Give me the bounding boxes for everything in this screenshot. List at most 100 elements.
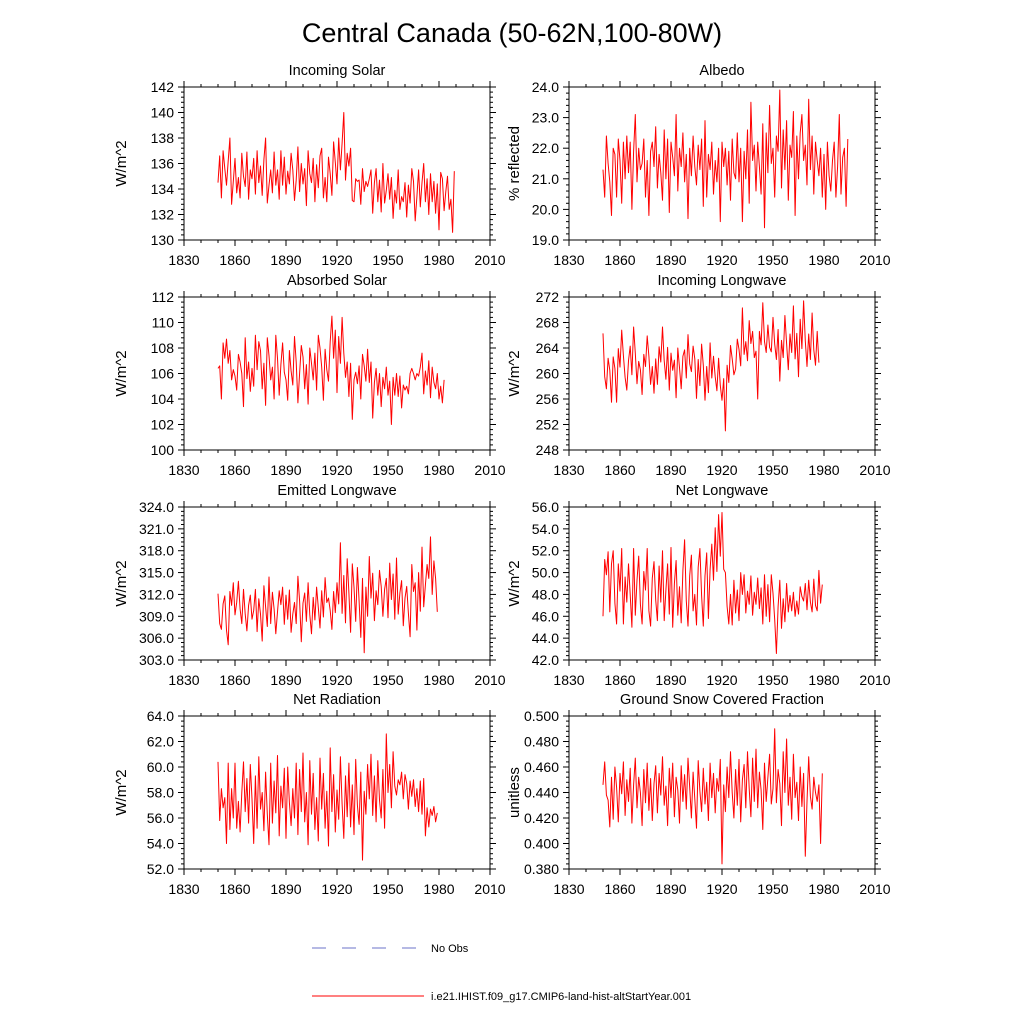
y-tick-label: 48.0	[532, 586, 559, 602]
panels: 130 132 134 136 138 140 142 1830 1860 1890 1920 195…	[113, 63, 891, 897]
series-line	[603, 729, 822, 864]
y-tick-label: 46.0	[532, 608, 559, 624]
x-tick-label: 2010	[474, 462, 505, 478]
y-tick-label: 52.0	[532, 543, 559, 559]
series-line	[218, 316, 444, 424]
x-tick-label: 1920	[321, 672, 352, 688]
y-tick-label: 44.0	[532, 630, 559, 646]
y-tick-label: 58.0	[147, 785, 174, 801]
y-tick-label: 248	[536, 442, 560, 458]
x-tick-label: 1830	[553, 881, 584, 897]
x-tick-label: 1860	[219, 672, 250, 688]
y-tick-label: 324.0	[139, 499, 174, 515]
x-tick-label: 1920	[706, 252, 737, 268]
x-tick-label: 1950	[372, 252, 403, 268]
legend: No Obs i.e21.IHIST.f09_g17.CMIP6-land-hi…	[312, 943, 691, 1003]
y-tick-label: 106	[151, 366, 175, 382]
y-tick-label: 100	[151, 442, 175, 458]
x-tick-label: 1890	[270, 252, 301, 268]
legend-label-no-obs: No Obs	[431, 943, 469, 955]
x-tick-label: 1860	[604, 672, 635, 688]
x-tick-label: 1890	[655, 252, 686, 268]
x-tick-label: 1920	[321, 881, 352, 897]
plot-frame	[184, 297, 490, 450]
y-axis-label: W/m^2	[506, 350, 523, 396]
y-tick-label: 102	[151, 417, 175, 433]
y-tick-label: 134	[151, 181, 175, 197]
y-tick-label: 23.0	[532, 110, 559, 126]
x-tick-label: 1950	[757, 672, 788, 688]
y-tick-label: 56.0	[532, 499, 559, 515]
y-tick-label: 0.460	[524, 759, 559, 775]
panel-title: Emitted Longwave	[277, 483, 396, 499]
x-tick-label: 1830	[168, 672, 199, 688]
y-tick-label: 20.0	[532, 201, 559, 217]
panel-title: Absorbed Solar	[287, 273, 387, 289]
panel-5: 42.0 44.0 46.0 48.0 50.0 52.0 54.0 56.0 1830 1860…	[506, 483, 891, 688]
y-tick-label: 112	[152, 289, 175, 305]
x-tick-label: 1980	[423, 252, 454, 268]
x-tick-label: 1980	[423, 672, 454, 688]
series-line	[218, 734, 437, 860]
x-tick-label: 1890	[655, 672, 686, 688]
panel-title: Net Radiation	[293, 692, 381, 708]
legend-label-model: i.e21.IHIST.f09_g17.CMIP6-land-hist-altS…	[431, 991, 691, 1003]
panel-title: Incoming Solar	[289, 63, 386, 79]
x-tick-label: 1830	[168, 462, 199, 478]
x-tick-label: 1980	[808, 881, 839, 897]
x-tick-label: 1890	[270, 672, 301, 688]
x-tick-label: 1920	[706, 672, 737, 688]
y-axis-label: W/m^2	[506, 560, 523, 606]
x-tick-label: 2010	[474, 881, 505, 897]
y-axis-label: W/m^2	[113, 350, 130, 396]
x-tick-label: 1980	[423, 462, 454, 478]
y-tick-label: 252	[536, 417, 560, 433]
y-tick-label: 0.440	[524, 785, 559, 801]
x-tick-label: 1920	[706, 881, 737, 897]
y-tick-label: 138	[151, 130, 175, 146]
y-tick-label: 312.0	[139, 586, 174, 602]
x-tick-label: 1980	[808, 252, 839, 268]
x-tick-label: 1980	[808, 672, 839, 688]
x-tick-label: 2010	[859, 881, 890, 897]
figure: Central Canada (50-62N,100-80W) 13013213…	[0, 0, 1024, 1024]
y-tick-label: 309.0	[139, 608, 174, 624]
x-tick-label: 1980	[423, 881, 454, 897]
x-tick-label: 1950	[372, 672, 403, 688]
x-tick-label: 1830	[168, 881, 199, 897]
x-tick-label: 1950	[757, 252, 788, 268]
x-tick-label: 1920	[321, 252, 352, 268]
y-tick-label: 260	[536, 366, 560, 382]
x-tick-label: 1830	[553, 252, 584, 268]
y-tick-label: 264	[536, 340, 560, 356]
x-tick-label: 1950	[372, 462, 403, 478]
series-line	[603, 512, 822, 653]
y-tick-label: 54.0	[147, 836, 174, 852]
y-tick-label: 0.400	[524, 836, 559, 852]
y-tick-label: 0.480	[524, 734, 559, 750]
x-tick-label: 2010	[474, 672, 505, 688]
x-tick-label: 1860	[219, 881, 250, 897]
panel-title: Albedo	[699, 63, 744, 79]
y-tick-label: 0.500	[524, 708, 559, 724]
x-tick-label: 1890	[270, 462, 301, 478]
x-tick-label: 1830	[553, 672, 584, 688]
y-tick-label: 62.0	[147, 734, 174, 750]
x-tick-label: 1950	[757, 462, 788, 478]
x-tick-label: 1920	[321, 462, 352, 478]
y-tick-label: 272	[536, 289, 560, 305]
x-tick-label: 1950	[372, 881, 403, 897]
plot-frame	[569, 507, 875, 660]
y-tick-label: 0.380	[524, 861, 559, 877]
y-tick-label: 256	[536, 391, 560, 407]
y-tick-label: 54.0	[532, 521, 559, 537]
y-tick-label: 136	[151, 156, 175, 172]
y-axis-label: unitless	[506, 767, 523, 818]
panel-title: Net Longwave	[676, 483, 769, 499]
panel-title: Ground Snow Covered Fraction	[620, 692, 824, 708]
y-tick-label: 19.0	[532, 232, 559, 248]
y-tick-label: 142	[151, 79, 175, 95]
x-tick-label: 1860	[604, 252, 635, 268]
y-axis-label: W/m^2	[113, 560, 130, 606]
x-tick-label: 1950	[757, 881, 788, 897]
